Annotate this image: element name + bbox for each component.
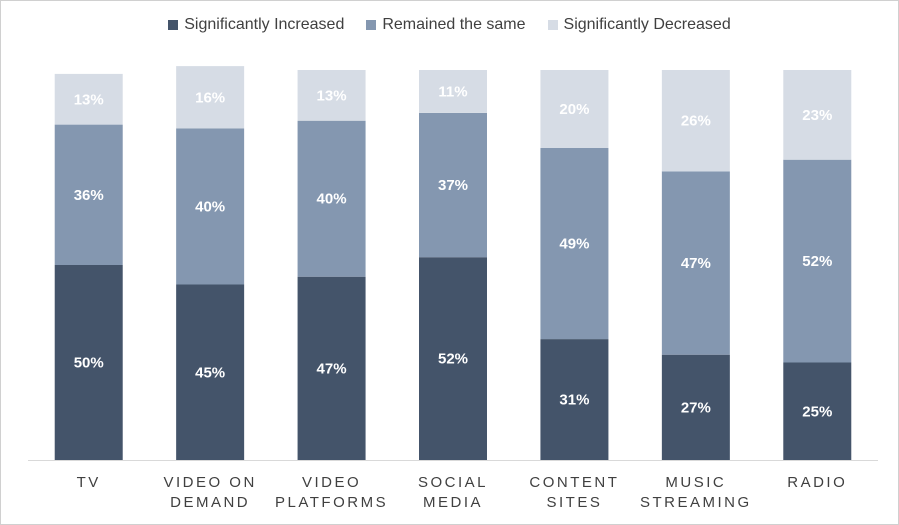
- data-label: 52%: [438, 351, 468, 368]
- category-label: DEMAND: [170, 494, 250, 511]
- bar-segment: [419, 70, 487, 113]
- data-label: 49%: [559, 236, 589, 253]
- data-label: 25%: [802, 403, 832, 420]
- data-label: 13%: [74, 91, 104, 108]
- category-label: RADIO: [787, 474, 847, 491]
- bar-segment: [661, 171, 730, 355]
- bar-segment: [54, 73, 123, 125]
- category-label: MUSIC: [665, 474, 726, 491]
- data-label: 26%: [681, 113, 711, 130]
- data-label: 20%: [559, 101, 589, 118]
- category-label: MEDIA: [423, 494, 483, 511]
- data-label: 13%: [317, 87, 347, 104]
- category-label: CONTENT: [529, 474, 619, 491]
- data-label: 16%: [195, 89, 225, 106]
- legend-swatch: [366, 20, 377, 30]
- data-label: 47%: [317, 360, 347, 377]
- data-label: 36%: [74, 187, 104, 204]
- legend-label: Significantly Decreased: [563, 16, 731, 33]
- bar-segment: [176, 128, 245, 285]
- bar-segment: [419, 257, 487, 460]
- data-label: 40%: [317, 191, 347, 208]
- bar-segment: [540, 339, 609, 460]
- bar-segment: [419, 112, 487, 258]
- legend-swatch: [547, 20, 558, 30]
- bar-segment: [176, 284, 245, 460]
- bar-segment: [661, 354, 730, 460]
- bar-segment: [783, 70, 852, 160]
- category-label: VIDEO ON: [163, 474, 256, 491]
- bar-segment: [540, 148, 609, 340]
- bar-segment: [297, 70, 366, 121]
- category-label: VIDEO: [302, 474, 361, 491]
- bar-segment: [661, 70, 730, 172]
- data-label: 11%: [438, 83, 467, 100]
- category-label: STREAMING: [640, 494, 752, 511]
- bar-segment: [783, 159, 852, 363]
- data-label: 40%: [195, 199, 225, 216]
- legend-label: Remained the same: [382, 16, 526, 33]
- legend-swatch: [168, 20, 179, 30]
- legend-label: Significantly Increased: [184, 16, 345, 33]
- data-label: 52%: [802, 253, 832, 270]
- category-label: SOCIAL: [418, 474, 488, 491]
- legend-item: Significantly Decreased: [547, 16, 731, 34]
- data-label: 23%: [802, 107, 832, 124]
- bar-segment: [297, 276, 366, 460]
- bar-segment: [176, 66, 245, 129]
- bar-segment: [540, 70, 609, 148]
- bar-segment: [54, 265, 123, 460]
- bar-segment: [297, 120, 366, 277]
- data-label: 37%: [438, 177, 468, 194]
- legend-item: Significantly Increased: [168, 16, 344, 34]
- data-label: 45%: [195, 364, 225, 381]
- data-label: 27%: [681, 399, 711, 416]
- data-label: 50%: [74, 355, 104, 372]
- bar-segment: [783, 362, 852, 460]
- category-label: SITES: [546, 494, 602, 511]
- legend: Significantly Increased Remained the same…: [0, 16, 899, 34]
- data-label: 31%: [559, 392, 589, 409]
- category-label: PLATFORMS: [275, 494, 388, 511]
- data-label: 47%: [681, 255, 711, 272]
- bar-segment: [54, 124, 123, 265]
- category-label: TV: [77, 474, 101, 491]
- legend-item: Remained the same: [366, 16, 526, 34]
